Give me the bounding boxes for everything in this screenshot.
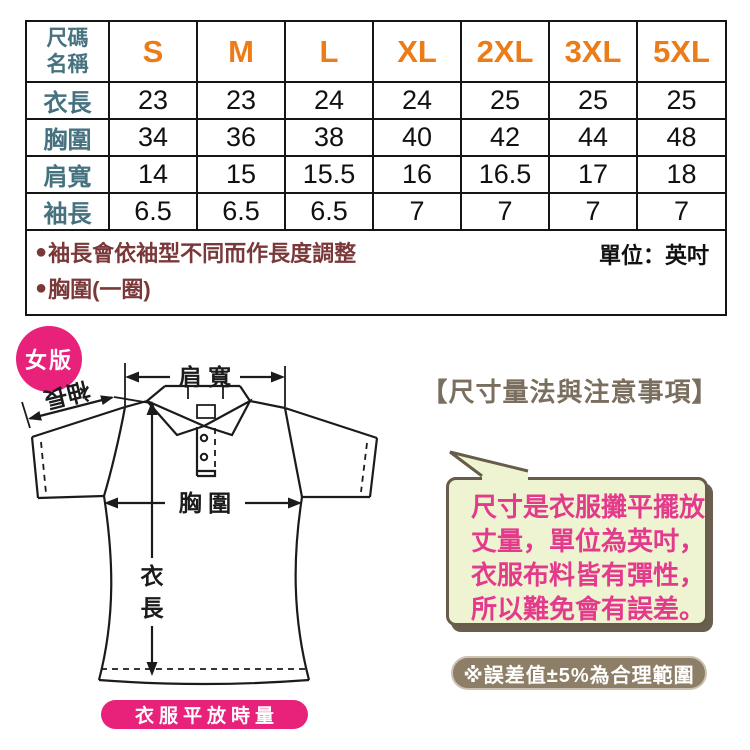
note-text: 袖長會依袖型不同而作長度調整	[48, 241, 357, 266]
sleeve-label: 袖長	[41, 377, 93, 414]
unit-label: 單位：英吋	[598, 243, 709, 268]
length-label-char1: 衣	[141, 563, 164, 589]
speech-bubble-text: 尺寸是衣服攤平擺放 丈量，單位為英吋， 衣服布料皆有彈性， 所以難免會有誤差。	[471, 490, 705, 626]
header-size-name: 尺碼 名稱	[27, 22, 110, 83]
cell-value: 16	[372, 155, 462, 194]
table-row-sleeve: 袖長 6.5 6.5 6.5 7 7 7 7	[27, 192, 725, 231]
bullet-icon: ●	[35, 276, 48, 299]
size-table: 尺碼 名稱 S M L XL 2XL 3XL 5XL 衣長 23 23 24 2…	[27, 22, 725, 231]
size-col-s: S	[108, 22, 198, 83]
cell-value: 6.5	[108, 192, 198, 231]
cell-value: 16.5	[460, 155, 550, 194]
shoulder-seam-right	[249, 399, 286, 410]
right-sleeve	[283, 406, 379, 499]
cell-value: 15	[196, 155, 286, 194]
placket	[195, 427, 217, 478]
cell-value: 18	[636, 155, 725, 194]
bubble-line: 尺寸是衣服攤平擺放	[471, 492, 706, 522]
table-row-chest: 胸圍 34 36 38 40 42 44 48	[27, 118, 725, 157]
cell-value: 23	[196, 81, 286, 120]
cell-value: 7	[460, 192, 550, 231]
bubble-line: 所以難免會有誤差。	[471, 594, 706, 624]
row-label-shoulder: 肩寬	[27, 155, 110, 194]
cell-value: 7	[636, 192, 725, 231]
chest-label: 胸 圍	[179, 490, 231, 516]
length-label-char2: 長	[141, 595, 165, 621]
cell-value: 38	[284, 118, 374, 157]
collar	[146, 384, 253, 437]
size-col-l: L	[284, 22, 374, 83]
button	[199, 452, 209, 462]
cell-value: 34	[108, 118, 198, 157]
bubble-line: 丈量，單位為英吋，	[471, 526, 706, 556]
size-table-panel: 尺碼 名稱 S M L XL 2XL 3XL 5XL 衣長 23 23 24 2…	[25, 20, 727, 316]
left-sleeve	[30, 405, 127, 500]
cell-value: 7	[372, 192, 462, 231]
chest-measure: 胸 圍	[104, 490, 302, 516]
cell-value: 40	[372, 118, 462, 157]
cell-value: 6.5	[284, 192, 374, 231]
size-col-2xl: 2XL	[460, 22, 550, 83]
table-header-row: 尺碼 名稱 S M L XL 2XL 3XL 5XL	[27, 22, 725, 83]
shoulder-width-measure: 肩 寬	[124, 363, 286, 407]
cell-value: 25	[548, 81, 638, 120]
size-col-xl: XL	[372, 22, 462, 83]
tolerance-note-pill: ※誤差值±5%為合理範圍	[451, 656, 707, 690]
table-row-length: 衣長 23 23 24 24 25 25 25	[27, 81, 725, 120]
measure-notes-heading: 【尺寸量法與注意事項】	[421, 377, 719, 407]
women-version-badge: 女版	[16, 326, 82, 392]
cell-value: 24	[284, 81, 374, 120]
cell-value: 15.5	[284, 155, 374, 194]
size-col-5xl: 5XL	[636, 22, 725, 83]
speech-bubble-tail	[449, 450, 529, 484]
cell-value: 42	[460, 118, 550, 157]
cell-value: 23	[108, 81, 198, 120]
button	[199, 433, 209, 443]
row-label-chest: 胸圍	[27, 118, 110, 157]
cell-value: 14	[108, 155, 198, 194]
cell-value: 48	[636, 118, 725, 157]
cell-value: 44	[548, 118, 638, 157]
cell-value: 36	[196, 118, 286, 157]
bubble-line: 衣服布料皆有彈性，	[471, 560, 706, 590]
cell-value: 7	[548, 192, 638, 231]
cell-value: 24	[372, 81, 462, 120]
cell-value: 25	[636, 81, 725, 120]
cell-value: 6.5	[196, 192, 286, 231]
size-col-m: M	[196, 22, 286, 83]
shoulder-label: 肩 寬	[179, 364, 231, 390]
notes-panel: ● 袖長會依袖型不同而作長度調整 ● 胸圍(一圈) 單位：英吋	[27, 220, 725, 314]
row-label-sleeve: 袖長	[27, 192, 110, 231]
cell-value: 17	[548, 155, 638, 194]
bullet-icon: ●	[35, 240, 48, 263]
polo-shirt-diagram: 肩 寬 袖長 胸 圍 衣 長	[21, 363, 379, 686]
row-label-length: 衣長	[27, 81, 110, 120]
note-sleeve-adjust: ● 袖長會依袖型不同而作長度調整	[35, 236, 356, 268]
note-text: 胸圍(一圈)	[48, 277, 151, 302]
garment-length-measure: 衣 長	[141, 401, 165, 676]
flat-measure-pill: 衣服平放時量	[101, 700, 308, 729]
shirt-body	[97, 495, 311, 686]
size-col-3xl: 3XL	[548, 22, 638, 83]
note-chest-loop: ● 胸圍(一圈)	[35, 272, 151, 304]
table-row-shoulder: 肩寬 14 15 15.5 16 16.5 17 18	[27, 155, 725, 194]
cell-value: 25	[460, 81, 550, 120]
speech-bubble: 尺寸是衣服攤平擺放 丈量，單位為英吋， 衣服布料皆有彈性， 所以難免會有誤差。	[446, 477, 708, 626]
